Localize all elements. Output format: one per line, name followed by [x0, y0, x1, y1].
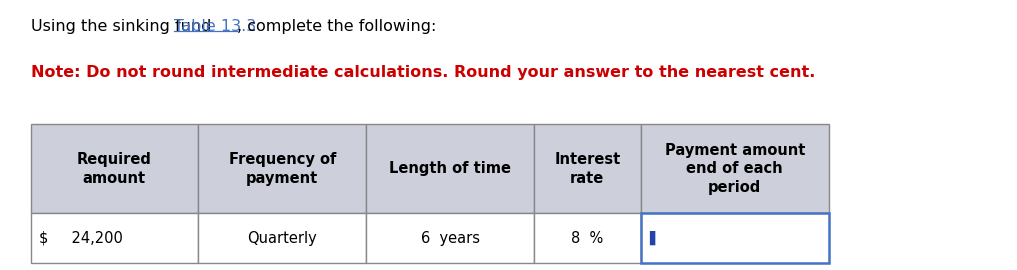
- Text: Note: Do not round intermediate calculations. Round your answer to the nearest c: Note: Do not round intermediate calculat…: [31, 65, 815, 80]
- Text: Interest
rate: Interest rate: [554, 152, 620, 185]
- Text: , complete the following:: , complete the following:: [237, 19, 436, 34]
- Text: 8  %: 8 %: [572, 231, 603, 246]
- Text: 6  years: 6 years: [420, 231, 480, 246]
- Text: Quarterly: Quarterly: [247, 231, 317, 246]
- Text: $     24,200: $ 24,200: [39, 231, 122, 246]
- Text: Table 13.3: Table 13.3: [174, 19, 256, 34]
- Text: ▌: ▌: [649, 231, 659, 245]
- Text: Payment amount
end of each
period: Payment amount end of each period: [664, 143, 805, 195]
- Text: Length of time: Length of time: [390, 161, 511, 176]
- Text: Required
amount: Required amount: [77, 152, 152, 185]
- Text: Frequency of
payment: Frequency of payment: [229, 152, 336, 185]
- Text: Using the sinking fund: Using the sinking fund: [31, 19, 216, 34]
